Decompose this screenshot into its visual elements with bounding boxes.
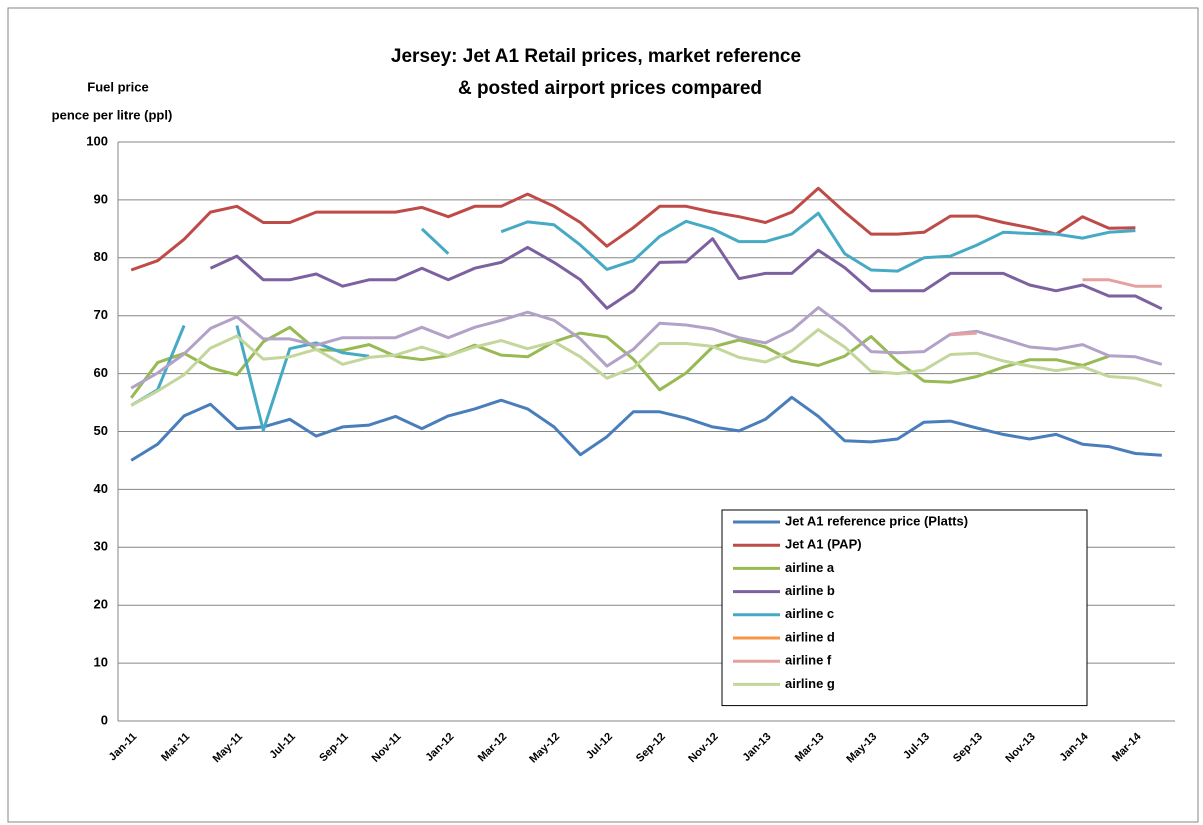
y-tick-label: 0 bbox=[101, 712, 108, 727]
y-tick-label: 60 bbox=[94, 365, 108, 380]
y-tick-label: 50 bbox=[94, 423, 108, 438]
chart-title: Jersey: Jet A1 Retail prices, market ref… bbox=[391, 46, 801, 67]
legend-label: airline b bbox=[785, 583, 835, 598]
series-line bbox=[129, 325, 1110, 399]
series-line bbox=[130, 306, 1163, 390]
y-axis-label: pence per litre (ppl) bbox=[52, 107, 173, 122]
y-tick-label: 70 bbox=[94, 307, 108, 322]
legend-label: airline f bbox=[785, 653, 832, 668]
legend-box bbox=[721, 509, 1088, 707]
series-line bbox=[130, 328, 1163, 407]
legend-label: airline c bbox=[785, 606, 834, 621]
legend-label: Jet A1 reference price (Platts) bbox=[785, 513, 968, 528]
series-line bbox=[130, 186, 1136, 272]
legend-label: airline d bbox=[785, 629, 835, 644]
series-line bbox=[209, 237, 1163, 311]
y-axis-label: Fuel price bbox=[87, 79, 148, 94]
y-tick-label: 20 bbox=[94, 597, 108, 612]
series-line bbox=[130, 395, 1162, 462]
y-tick-label: 10 bbox=[94, 655, 108, 670]
chart-title: & posted airport prices compared bbox=[458, 78, 762, 99]
legend-label: airline a bbox=[785, 560, 835, 575]
y-tick-label: 80 bbox=[94, 249, 108, 264]
y-tick-label: 100 bbox=[86, 133, 108, 148]
y-tick-label: 90 bbox=[94, 191, 108, 206]
legend-label: Jet A1 (PAP) bbox=[785, 537, 862, 552]
series-line bbox=[950, 278, 1162, 337]
y-tick-label: 30 bbox=[94, 539, 108, 554]
y-tick-label: 40 bbox=[94, 481, 108, 496]
legend-label: airline g bbox=[785, 676, 835, 691]
